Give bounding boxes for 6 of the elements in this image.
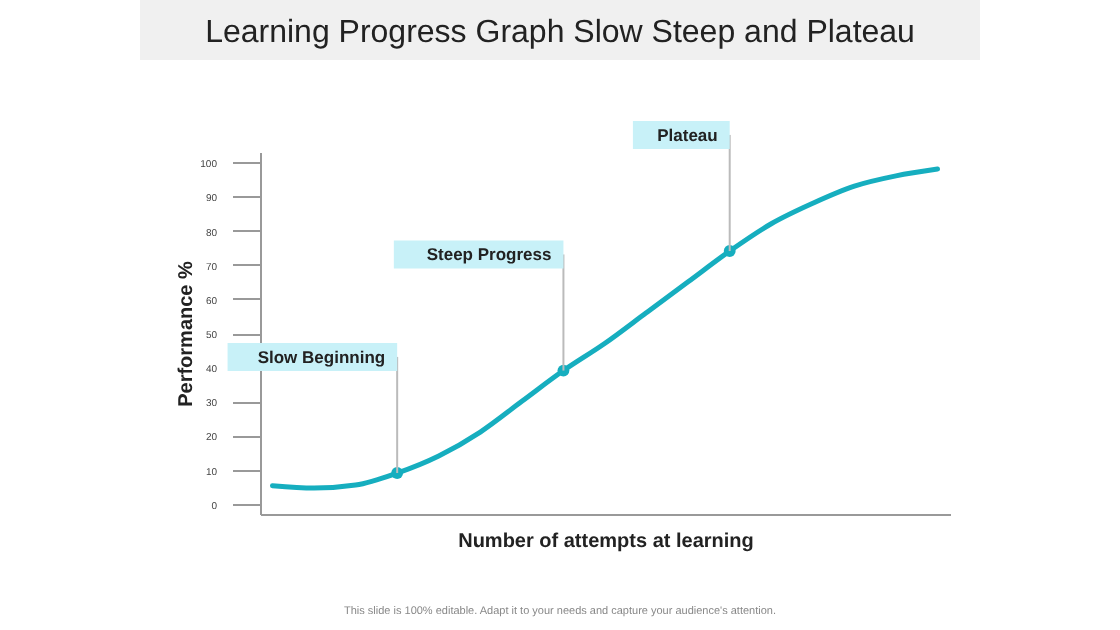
x-axis-title: Number of attempts at learning	[458, 531, 754, 553]
annotation: Steep Progress	[426, 244, 552, 265]
text: Plateau	[657, 124, 718, 145]
chart-title: Learning Progress Graph Slow Steep and Plateau	[205, 16, 915, 50]
y-axis-title: Performance %	[176, 260, 199, 407]
annotation: Slow Beginning	[257, 346, 386, 367]
